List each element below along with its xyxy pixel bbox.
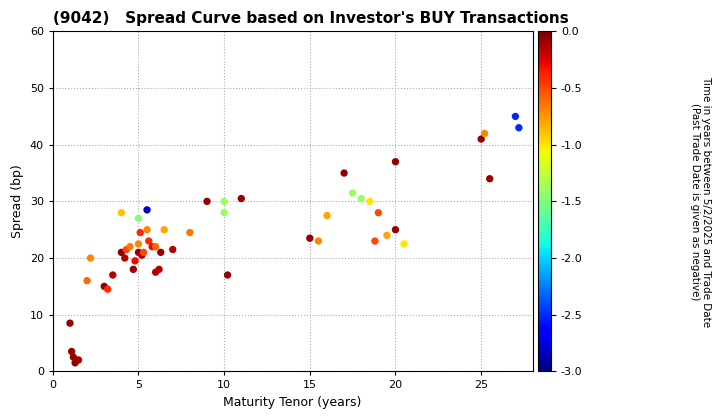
Point: [321, 212, 333, 219]
Point: [116, 209, 127, 216]
Point: [398, 241, 410, 247]
Text: (9042)   Spread Curve based on Investor's BUY Transactions: (9042) Spread Curve based on Investor's …: [53, 11, 569, 26]
Point: [347, 189, 359, 196]
Point: [218, 198, 230, 205]
Point: [143, 238, 155, 244]
Point: [132, 241, 144, 247]
Point: [81, 277, 93, 284]
Point: [73, 357, 84, 363]
Point: [356, 195, 367, 202]
Point: [121, 246, 132, 253]
Point: [475, 136, 487, 142]
Point: [338, 170, 350, 176]
Point: [141, 226, 153, 233]
Point: [235, 195, 247, 202]
Point: [141, 207, 153, 213]
Point: [124, 243, 135, 250]
Point: [69, 360, 81, 366]
Y-axis label: Spread (bp): Spread (bp): [11, 165, 24, 238]
Point: [510, 113, 521, 120]
Point: [150, 243, 161, 250]
Point: [184, 229, 196, 236]
Point: [85, 255, 96, 261]
X-axis label: Maturity Tenor (years): Maturity Tenor (years): [223, 396, 362, 409]
Point: [155, 249, 166, 256]
Point: [64, 320, 76, 326]
Point: [153, 266, 165, 273]
Point: [304, 235, 315, 242]
Point: [68, 354, 79, 360]
Point: [381, 232, 392, 239]
Y-axis label: Time in years between 5/2/2025 and Trade Date
(Past Trade Date is given as negat: Time in years between 5/2/2025 and Trade…: [690, 76, 711, 327]
Point: [484, 176, 495, 182]
Point: [364, 198, 376, 205]
Point: [119, 255, 130, 261]
Point: [132, 249, 144, 256]
Point: [102, 286, 114, 293]
Point: [127, 266, 139, 273]
Point: [135, 229, 146, 236]
Point: [222, 272, 233, 278]
Point: [372, 209, 384, 216]
Point: [167, 246, 179, 253]
Point: [138, 249, 149, 256]
Point: [99, 283, 110, 290]
Point: [479, 130, 490, 137]
Point: [390, 158, 401, 165]
Point: [146, 243, 158, 250]
Point: [202, 198, 213, 205]
Point: [158, 226, 170, 233]
Point: [150, 269, 161, 276]
Point: [369, 238, 381, 244]
Point: [116, 249, 127, 256]
Point: [312, 238, 324, 244]
Point: [513, 124, 525, 131]
Point: [130, 257, 141, 264]
Point: [66, 348, 78, 355]
Point: [218, 209, 230, 216]
Point: [390, 226, 401, 233]
Point: [132, 215, 144, 222]
Point: [136, 252, 148, 259]
Point: [107, 272, 119, 278]
